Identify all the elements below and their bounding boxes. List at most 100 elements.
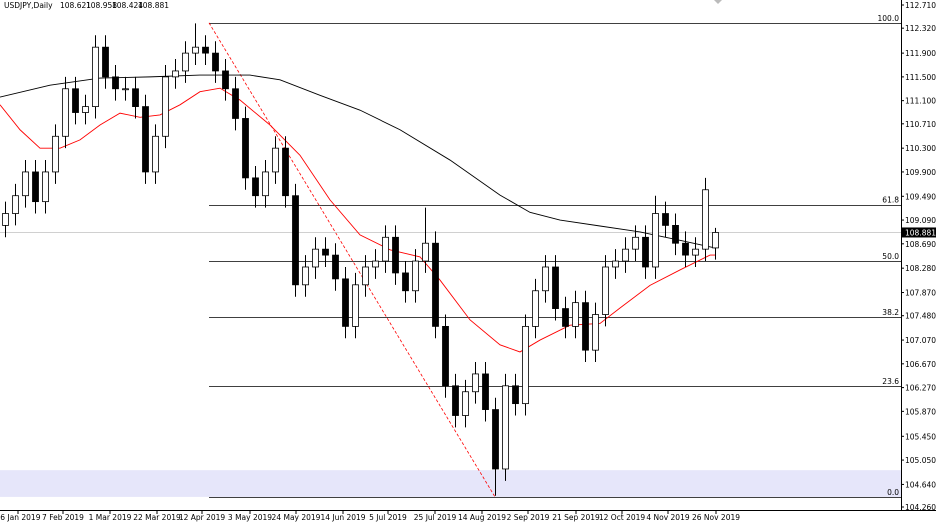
candle-body	[292, 195, 299, 286]
candle-body	[502, 385, 509, 470]
x-tick-label: 12 Oct 2019	[599, 513, 646, 522]
candle-body	[522, 325, 529, 405]
y-tick-label: 108.690	[905, 240, 936, 249]
candle-body	[32, 171, 39, 203]
candle-body	[512, 385, 519, 405]
candle-body	[382, 236, 389, 262]
candle-body	[282, 147, 289, 197]
candle-body	[12, 195, 19, 214]
y-tick-label: 104.640	[905, 480, 936, 489]
candle-body	[702, 189, 709, 250]
candle-body	[652, 213, 659, 268]
candle-body	[332, 254, 339, 280]
candle-body	[182, 52, 189, 72]
header-open: 108.621	[60, 1, 91, 10]
candle-body	[122, 88, 129, 91]
candle-body	[152, 135, 159, 173]
candle-body	[252, 177, 259, 197]
candle-body	[302, 266, 309, 286]
x-tick-label: 7 Feb 2019	[42, 513, 84, 522]
header-high: 108.958	[86, 1, 117, 10]
candle-body	[432, 242, 439, 327]
y-tick-label: 108.280	[905, 264, 936, 273]
candle-body	[562, 308, 569, 327]
candle-body	[712, 232, 719, 249]
y-tick-label: 109.490	[905, 192, 936, 201]
candle-body	[162, 76, 169, 137]
candle-body	[242, 118, 249, 179]
candle-body	[662, 213, 669, 226]
candle-body	[192, 46, 199, 54]
candle-body	[672, 225, 679, 244]
candle-body	[212, 52, 219, 72]
y-tick-label: 110.710	[905, 120, 936, 129]
chart-title: USDJPY,Daily	[4, 1, 53, 10]
plot-layer	[0, 23, 719, 496]
candle-body	[262, 171, 269, 197]
y-tick-label: 107.870	[905, 289, 936, 298]
candle-body	[472, 373, 479, 393]
moving-average	[0, 87, 715, 353]
fib-label: 50.0	[882, 252, 899, 261]
candle-body	[462, 391, 469, 416]
y-tick-label: 106.270	[905, 384, 936, 393]
candle-body	[582, 302, 589, 351]
candle-body	[342, 278, 349, 327]
candle-body	[642, 236, 649, 268]
candle-body	[422, 242, 429, 262]
candle-body	[492, 409, 499, 470]
candle-body	[352, 284, 359, 327]
candle-body	[222, 70, 229, 90]
fib-label: 38.2	[882, 308, 899, 317]
y-tick-label: 112.320	[905, 24, 936, 33]
candle-body	[142, 106, 149, 173]
candle-body	[412, 260, 419, 292]
shift-marker	[714, 0, 722, 4]
candle-body	[602, 266, 609, 315]
x-tick-label: 4 Nov 2019	[646, 513, 689, 522]
fib-label: 0.0	[887, 488, 899, 497]
candle-body	[372, 260, 379, 268]
y-tick-label: 110.300	[905, 144, 936, 153]
y-tick-label: 104.260	[905, 503, 936, 512]
y-tick-label: 111.100	[905, 97, 936, 106]
candle-body	[72, 88, 79, 113]
fib-label: 23.6	[882, 377, 899, 386]
candle-body	[232, 88, 239, 119]
candle-body	[592, 314, 599, 351]
x-tick-label: 1 Mar 2019	[89, 513, 132, 522]
candle-body	[632, 236, 639, 250]
candle-body	[542, 266, 549, 292]
fib-label: 61.8	[882, 196, 899, 205]
x-tick-label: 14 Aug 2019	[458, 513, 506, 522]
x-tick-label: 25 Jul 2019	[414, 513, 457, 522]
candle-body	[402, 272, 409, 292]
y-tick-label: 109.900	[905, 168, 936, 177]
x-tick-label: 12 Apr 2019	[179, 513, 226, 522]
y-tick-label: 111.900	[905, 49, 936, 58]
candle-body	[22, 171, 29, 197]
x-tick-label: 22 Mar 2019	[133, 513, 181, 522]
y-tick-label: 105.870	[905, 407, 936, 416]
candle-body	[62, 88, 69, 137]
x-tick-label: 2 Sep 2019	[507, 513, 550, 522]
candle-body	[132, 88, 139, 107]
y-tick-label: 105.050	[905, 456, 936, 465]
candle-body	[112, 76, 119, 90]
x-tick-label: 24 May 2019	[272, 513, 321, 522]
candle-body	[322, 248, 329, 256]
candle-body	[272, 147, 279, 173]
x-tick-label: 16 Jan 2019	[0, 513, 41, 522]
candle-body	[532, 290, 539, 327]
candle-body	[172, 70, 179, 78]
fib-trendline	[208, 22, 496, 498]
candle-body	[552, 266, 559, 309]
candle-body	[392, 236, 399, 274]
candle-body	[102, 46, 109, 78]
candle-body	[52, 135, 59, 173]
support-zone	[0, 470, 901, 497]
y-tick-label: 112.710	[905, 1, 936, 10]
x-tick-label: 3 May 2019	[228, 513, 272, 522]
